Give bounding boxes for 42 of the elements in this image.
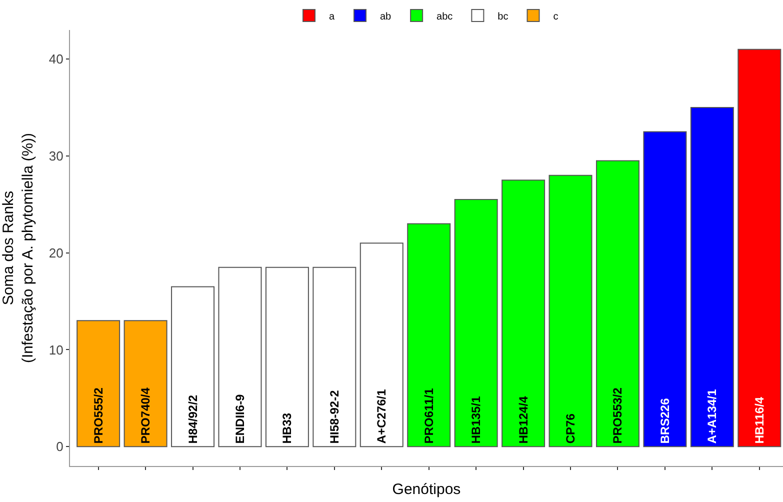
bar — [407, 223, 451, 448]
x-tick-label: PRO553/2 — [610, 387, 625, 444]
bar — [548, 174, 592, 448]
legend-label: ab — [380, 11, 392, 22]
y-tick-label: 30 — [48, 148, 64, 164]
y-tick-label: 20 — [48, 245, 64, 260]
x-tick-label: PRO611/1 — [422, 388, 436, 444]
bar — [124, 320, 168, 448]
bar — [596, 160, 640, 448]
x-tick-label: PRO740/4 — [138, 387, 153, 444]
bar — [265, 266, 309, 448]
y-tick-label: 0 — [56, 439, 64, 454]
x-tick-label: PRO555/2 — [91, 387, 106, 444]
bar — [502, 180, 546, 448]
x-tick-label: HB135/1 — [469, 396, 484, 444]
x-tick-label: H84/92/2 — [186, 394, 200, 444]
x-tick-label: HB124/4 — [516, 396, 530, 444]
y-axis-title: Soma dos Ranks (Infestação por A. phytomiella (%)) — [0, 132, 36, 364]
x-tick-label: ENDII6-9 — [232, 394, 247, 444]
x-tick-label: CP76 — [564, 413, 578, 444]
bar — [218, 266, 262, 448]
legend-label: abc — [436, 11, 453, 22]
x-tick-label: A+A134/1 — [705, 388, 720, 444]
bar — [76, 320, 120, 448]
x-tick-label: A+C276/1 — [374, 388, 389, 444]
bar — [171, 286, 215, 448]
x-tick-label: HB33 — [280, 412, 294, 444]
x-tick-label: HI58-92-2 — [327, 390, 342, 444]
legend-label: bc — [498, 11, 508, 22]
bar — [312, 266, 356, 448]
bar — [360, 242, 404, 448]
y-tick-label: 40 — [48, 52, 64, 67]
bar — [643, 131, 687, 448]
y-tick-label: 10 — [48, 342, 64, 358]
x-tick-label: BRS226 — [658, 398, 672, 444]
bar — [454, 199, 498, 448]
bar — [690, 107, 734, 448]
x-tick-label: HB116/4 — [752, 396, 766, 444]
bar — [738, 48, 782, 448]
legend-label: a — [329, 11, 335, 22]
x-axis-title: Genótipos — [392, 481, 461, 498]
legend-label: c — [553, 11, 558, 22]
